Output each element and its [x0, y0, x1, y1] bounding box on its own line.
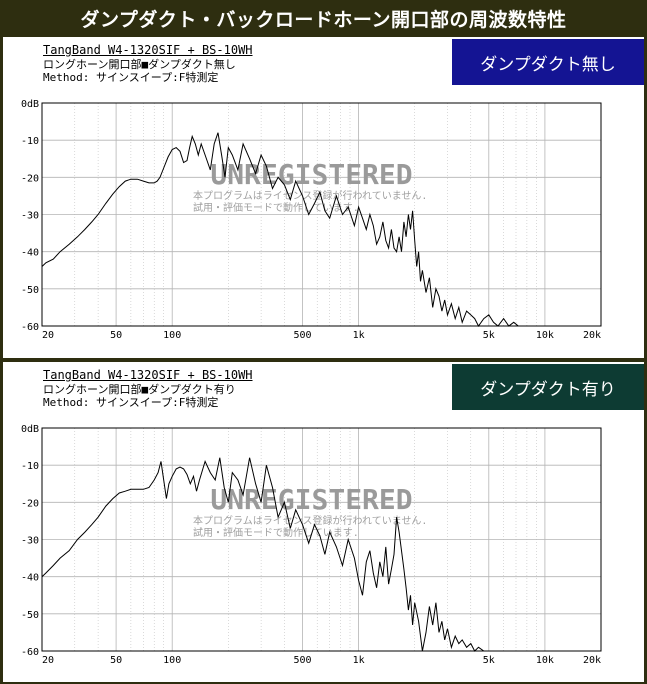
- x-tick-label: 20: [42, 330, 54, 341]
- x-tick-label: 50: [110, 330, 122, 341]
- watermark-note: 試用・評価モードで動作しています.: [193, 526, 359, 539]
- x-tick-label: 500: [293, 655, 311, 666]
- x-tick-label: 10k: [536, 655, 554, 666]
- x-tick-label: 5k: [483, 655, 495, 666]
- y-tick-label: -10: [21, 461, 39, 472]
- page-title: ダンプダクト・バックロードホーン開口部の周波数特性: [80, 9, 567, 31]
- chart-panel-without-duct: TangBand W4-1320SIF + BS-10WH ロングホーン開口部■…: [3, 37, 644, 358]
- watermark-text: UNREGISTERED: [210, 158, 412, 191]
- x-tick-label: 1k: [353, 330, 365, 341]
- x-tick-label: 1k: [353, 655, 365, 666]
- x-tick-label: 20k: [583, 655, 601, 666]
- chart-header-model: TangBand W4-1320SIF + BS-10WH: [43, 43, 253, 57]
- title-bar: ダンプダクト・バックロードホーン開口部の周波数特性: [0, 0, 647, 37]
- x-tick-label: 10k: [536, 330, 554, 341]
- plot-frame: [41, 102, 602, 327]
- response-line: [41, 132, 537, 327]
- frequency-response-chart: UNREGISTERED本プログラムはライセンス登録が行われていません.試用・評…: [21, 424, 602, 666]
- y-tick-label: -60: [21, 647, 39, 658]
- x-tick-label: 100: [163, 330, 181, 341]
- chart-header-model: TangBand W4-1320SIF + BS-10WH: [43, 368, 253, 382]
- y-tick-label: -20: [21, 173, 39, 184]
- condition-badge: ダンプダクト無し: [452, 39, 644, 85]
- y-tick-label: 0dB: [21, 99, 39, 110]
- watermark-note: 本プログラムはライセンス登録が行われていません.: [193, 514, 427, 527]
- x-tick-label: 20k: [583, 330, 601, 341]
- y-tick-label: 0dB: [21, 424, 39, 435]
- y-tick-label: -40: [21, 573, 39, 584]
- x-tick-label: 500: [293, 330, 311, 341]
- condition-badge: ダンプダクト有り: [452, 364, 644, 410]
- x-tick-label: 100: [163, 655, 181, 666]
- watermark-note: 本プログラムはライセンス登録が行われていません.: [193, 189, 427, 202]
- y-tick-label: -30: [21, 536, 39, 547]
- frequency-response-chart: UNREGISTERED本プログラムはライセンス登録が行われていません.試用・評…: [21, 99, 602, 341]
- x-tick-label: 50: [110, 655, 122, 666]
- chart-header-method: Method: サインスイープ:F特測定: [43, 396, 219, 409]
- chart-header-condition: ロングホーン開口部■ダンプダクト無し: [43, 58, 236, 71]
- plot-frame: [41, 427, 602, 652]
- response-line: [41, 457, 489, 652]
- y-tick-label: -40: [21, 248, 39, 259]
- y-tick-label: -50: [21, 610, 39, 621]
- chart-header-method: Method: サインスイープ:F特測定: [43, 71, 219, 84]
- watermark-note: 試用・評価モードで動作しています.: [193, 201, 359, 214]
- y-tick-label: -50: [21, 285, 39, 296]
- y-tick-label: -30: [21, 211, 39, 222]
- chart-header-condition: ロングホーン開口部■ダンプダクト有り: [43, 383, 236, 396]
- y-tick-label: -10: [21, 136, 39, 147]
- y-tick-label: -60: [21, 322, 39, 333]
- x-tick-label: 5k: [483, 330, 495, 341]
- y-tick-label: -20: [21, 498, 39, 509]
- chart-panel-with-duct: TangBand W4-1320SIF + BS-10WH ロングホーン開口部■…: [3, 362, 644, 682]
- x-tick-label: 20: [42, 655, 54, 666]
